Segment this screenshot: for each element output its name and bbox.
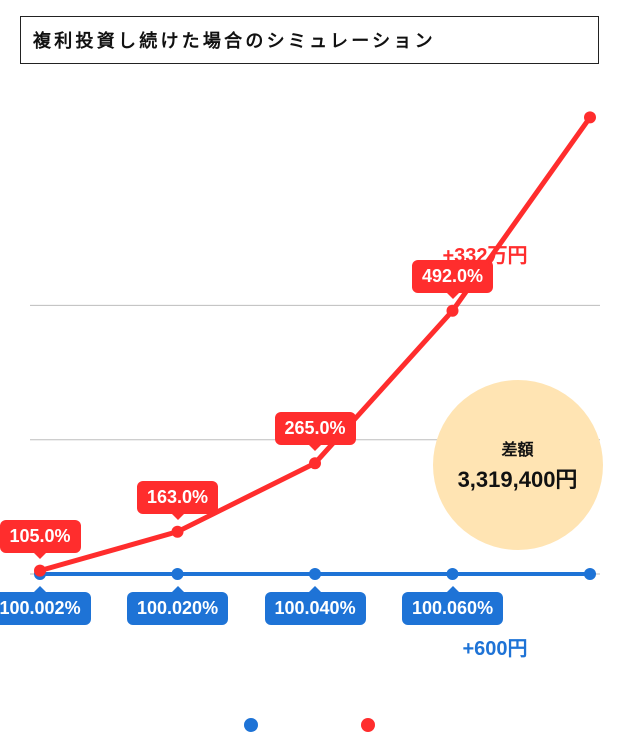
compound-label: 265.0% — [275, 412, 356, 445]
difference-badge-amount: 3,319,400円 — [458, 462, 578, 494]
difference-badge-label: 差額 — [501, 436, 533, 460]
difference-badge: 差額3,319,400円 — [433, 380, 603, 550]
legend-marker-compound — [361, 718, 375, 732]
compound-label: 163.0% — [137, 481, 218, 514]
compound-label: 105.0% — [0, 520, 81, 553]
legend — [0, 716, 619, 734]
legend-marker-bank — [244, 718, 258, 732]
bank-label: 100.002% — [0, 592, 91, 625]
bank-label: 100.020% — [127, 592, 228, 625]
bank-label: 100.040% — [265, 592, 366, 625]
chart-area: 105.0%163.0%265.0%492.0%100.002%100.020%… — [0, 74, 619, 694]
bank-label: 100.060% — [402, 592, 503, 625]
gain-annotation-bank: +600円 — [463, 632, 528, 661]
chart-title: 複利投資し続けた場合のシミュレーション — [20, 16, 599, 64]
gain-annotation-compound: +332万円 — [443, 239, 528, 268]
